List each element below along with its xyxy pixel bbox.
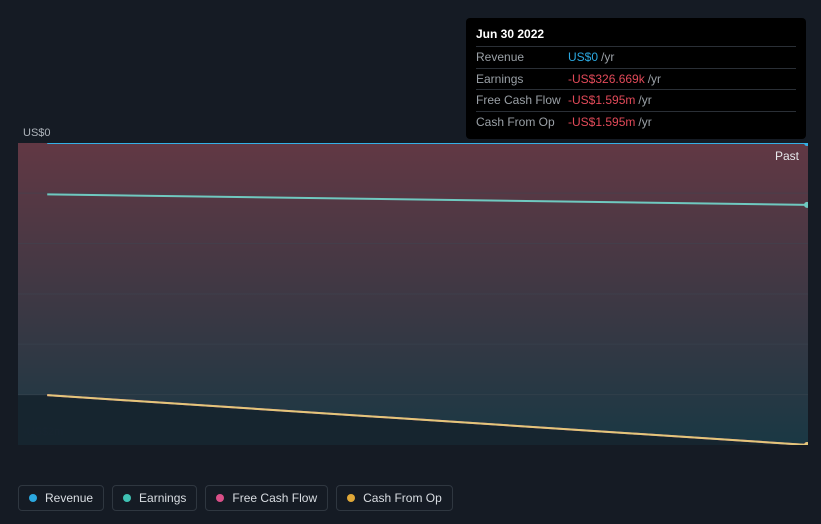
tooltip-row-label: Revenue (476, 49, 568, 66)
legend-item-earnings[interactable]: Earnings (112, 485, 197, 511)
legend-item-label: Free Cash Flow (232, 491, 317, 505)
tooltip-row-value: -US$1.595m (568, 92, 635, 109)
tooltip-row-value: -US$326.669k (568, 71, 645, 88)
legend: Revenue Earnings Free Cash Flow Cash From O… (18, 485, 453, 511)
legend-item-free-cash-flow[interactable]: Free Cash Flow (205, 485, 328, 511)
tooltip-row-label: Cash From Op (476, 114, 568, 131)
legend-item-label: Revenue (45, 491, 93, 505)
tooltip-row-label: Free Cash Flow (476, 92, 568, 109)
tooltip-row-unit: /yr (638, 92, 651, 109)
tooltip-row-value: -US$1.595m (568, 114, 635, 131)
past-label: Past (775, 149, 799, 163)
legend-dot-icon (216, 494, 224, 502)
legend-item-label: Earnings (139, 491, 186, 505)
y-axis-top-label: US$0 (23, 127, 51, 139)
tooltip-row: Earnings-US$326.669k/yr (476, 68, 796, 90)
legend-item-label: Cash From Op (363, 491, 442, 505)
tooltip-row: Cash From Op-US$1.595m/yr (476, 111, 796, 133)
tooltip-row-value: US$0 (568, 49, 598, 66)
legend-dot-icon (347, 494, 355, 502)
tooltip-row: Free Cash Flow-US$1.595m/yr (476, 89, 796, 111)
tooltip-row: RevenueUS$0/yr (476, 46, 796, 68)
legend-dot-icon (123, 494, 131, 502)
tooltip-row-unit: /yr (601, 49, 614, 66)
tooltip-row-unit: /yr (648, 71, 661, 88)
tooltip-row-unit: /yr (638, 114, 651, 131)
tooltip-date: Jun 30 2022 (476, 24, 796, 46)
legend-item-revenue[interactable]: Revenue (18, 485, 104, 511)
chart[interactable] (18, 143, 808, 445)
legend-item-cash-from-op[interactable]: Cash From Op (336, 485, 453, 511)
legend-dot-icon (29, 494, 37, 502)
tooltip: Jun 30 2022 RevenueUS$0/yrEarnings-US$32… (466, 18, 806, 139)
tooltip-row-label: Earnings (476, 71, 568, 88)
